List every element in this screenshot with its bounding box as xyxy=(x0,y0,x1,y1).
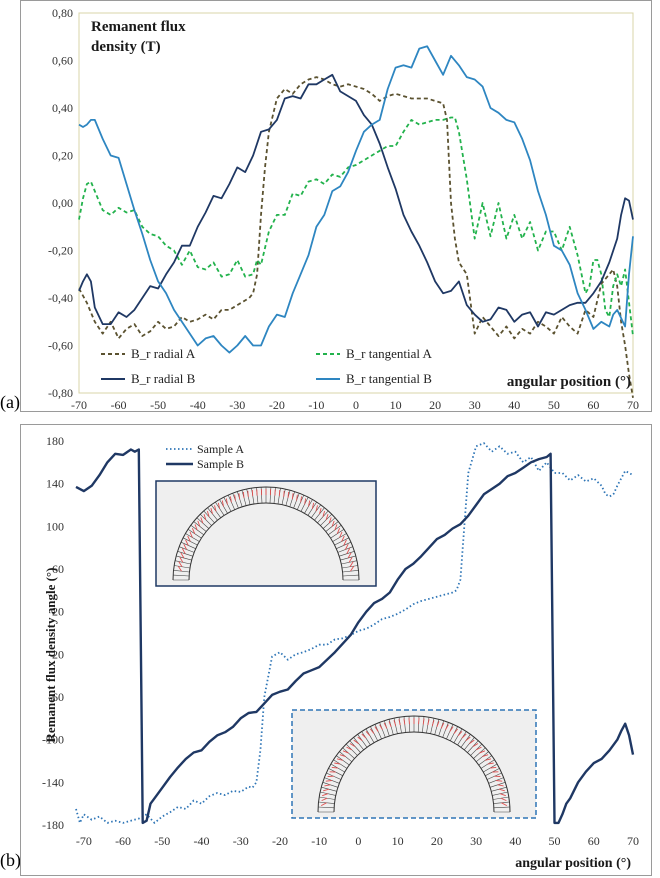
figure-label-b: (b) xyxy=(0,850,21,870)
chart-b-ytick: 100 xyxy=(46,519,64,533)
chart-b-xtick: 20 xyxy=(431,834,443,848)
chart-b-ytick: -100 xyxy=(42,733,64,747)
chart-a-xtick: 60 xyxy=(587,398,599,412)
chart-b-ytick: 140 xyxy=(46,477,64,491)
chart-b-xtick: -60 xyxy=(115,834,131,848)
chart-b-ytick: -140 xyxy=(42,775,64,789)
chart-a-series-3 xyxy=(78,45,634,354)
chart-b-xtick: -40 xyxy=(194,834,210,848)
chart-a-series-0 xyxy=(78,76,634,398)
chart-b-ytick: -60 xyxy=(48,690,64,704)
chart-a-xlabel: angular position (°) xyxy=(507,374,631,390)
chart-b-xtick: 0 xyxy=(355,834,361,848)
chart-a-xtick: -30 xyxy=(229,398,245,412)
chart-b-series-1 xyxy=(75,448,635,825)
chart-a-xtick: -20 xyxy=(269,398,285,412)
chart-b-xtick: -70 xyxy=(76,834,92,848)
chart-a-svg: 0,80 0,60 0,40 0,20 0,00 -0,20 -0,40 -0,60 -0,80… xyxy=(48,6,639,412)
chart-a-xtick: 10 xyxy=(390,398,402,412)
chart-a-ytick: -0,80 xyxy=(48,386,73,400)
chart-a-ylabel-line1: Remanent flux xyxy=(91,19,186,35)
chart-b-xtick: -20 xyxy=(272,834,288,848)
chart-b-ytick: 180 xyxy=(46,434,64,448)
chart-a-xtick: 50 xyxy=(548,398,560,412)
chart-b-xtick: 60 xyxy=(588,834,600,848)
chart-a-xtick: 40 xyxy=(508,398,520,412)
chart-a-legend-label: B_r radial A xyxy=(131,346,196,361)
chart-a-xtick: 20 xyxy=(429,398,441,412)
figure-label-a: (a) xyxy=(0,392,20,412)
chart-a-ytick: 0,40 xyxy=(52,101,73,115)
chart-b-ytick: 60 xyxy=(52,562,64,576)
chart-a-xtick: 30 xyxy=(469,398,481,412)
chart-b-panel: 180 140 100 60 20 -20 -60 -100 -140 -180 -70 -60 -50… xyxy=(20,424,652,876)
chart-a-ytick: 0,60 xyxy=(52,54,73,68)
chart-a-ytick: -0,40 xyxy=(48,291,73,305)
chart-a-panel: 0,80 0,60 0,40 0,20 0,00 -0,20 -0,40 -0,60 -0,80… xyxy=(20,0,652,412)
chart-a-ytick: 0,00 xyxy=(52,196,73,210)
chart-b-xtick: 40 xyxy=(509,834,521,848)
chart-b-xtick: 50 xyxy=(549,834,561,848)
chart-b-ytick: 20 xyxy=(52,605,64,619)
chart-b-series-0 xyxy=(75,442,634,824)
chart-a-xtick: 70 xyxy=(627,398,639,412)
chart-a-xtick: -60 xyxy=(111,398,127,412)
chart-b-ytick: -180 xyxy=(42,818,64,832)
chart-b-legend-label: Sample B xyxy=(197,457,244,471)
chart-a-series-1 xyxy=(78,116,634,337)
chart-a-legend-label: B_r radial B xyxy=(131,371,196,386)
chart-b-xlabel: angular position (°) xyxy=(515,856,631,871)
chart-a-xtick: -70 xyxy=(71,398,87,412)
inset-sample-a-magnet xyxy=(291,709,537,819)
chart-b-xtick: -10 xyxy=(311,834,327,848)
inset-sample-b-magnet xyxy=(155,480,377,587)
chart-a-xtick: 0 xyxy=(353,398,359,412)
chart-a-ytick: 0,80 xyxy=(52,6,73,20)
chart-a-ylabel-line2: density (T) xyxy=(91,39,161,55)
chart-b-xtick: 70 xyxy=(627,834,639,848)
chart-b-xtick: -50 xyxy=(154,834,170,848)
chart-b-ytick: -20 xyxy=(48,647,64,661)
chart-b-xtick: 30 xyxy=(470,834,482,848)
chart-a-xtick: -40 xyxy=(190,398,206,412)
chart-b-xtick: 10 xyxy=(392,834,404,848)
chart-a-ytick: -0,20 xyxy=(48,244,73,258)
chart-a-plot-area xyxy=(78,12,634,394)
chart-a-ytick: -0,60 xyxy=(48,339,73,353)
chart-b-legend-label: Sample A xyxy=(197,442,244,456)
chart-a-xtick: -50 xyxy=(150,398,166,412)
chart-b-ylabel: Remanent flux density angle (°) xyxy=(43,568,58,743)
chart-a-legend-label: B_r tangential A xyxy=(346,346,433,361)
chart-a-ytick: 0,20 xyxy=(52,149,73,163)
chart-a-xtick: -10 xyxy=(308,398,324,412)
chart-a-legend-label: B_r tangential B xyxy=(346,371,432,386)
chart-b-xtick: -30 xyxy=(233,834,249,848)
